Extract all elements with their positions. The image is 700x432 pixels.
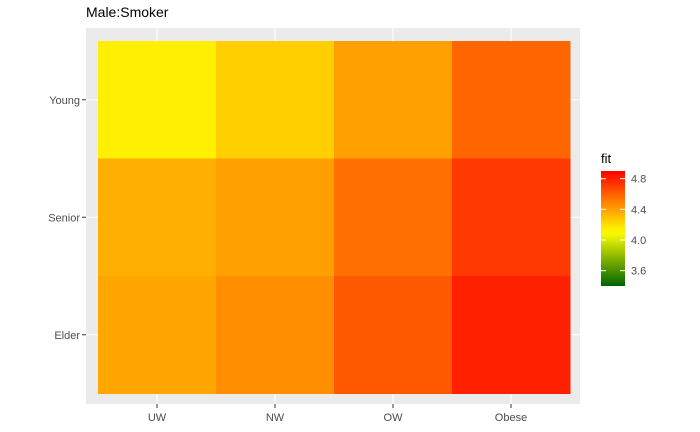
legend-tick-label: 4.8 — [631, 174, 646, 186]
heatmap-cell — [334, 276, 453, 394]
y-axis: Young Senior Elder — [48, 95, 86, 342]
heatmap-cell — [452, 276, 571, 394]
heatmap-cell — [98, 158, 217, 277]
heatmap-cell — [334, 158, 453, 277]
legend-tick-label: 4.4 — [631, 204, 646, 216]
x-tick-label: OW — [384, 412, 404, 424]
heatmap-cell — [98, 276, 217, 394]
x-tick-label: Obese — [495, 412, 527, 424]
x-tick-label: UW — [148, 412, 167, 424]
x-tick-label: NW — [266, 412, 285, 424]
heatmap-cell — [216, 276, 335, 394]
heatmap-cell — [334, 41, 453, 159]
heatmap-cell — [98, 41, 217, 159]
legend: fit 3.6 4.0 4.4 4.8 — [601, 151, 646, 286]
chart-title: Male:Smoker — [86, 4, 169, 20]
heatmap-cells — [98, 41, 571, 394]
legend-title: fit — [601, 151, 612, 166]
y-tick-label: Senior — [48, 212, 80, 224]
heatmap-cell — [216, 158, 335, 277]
heatmap-cell — [216, 41, 335, 159]
heatmap-cell — [452, 41, 571, 159]
legend-tick-label: 4.0 — [631, 235, 646, 247]
legend-colorbar — [601, 171, 625, 286]
heatmap-cell — [452, 158, 571, 277]
x-axis: UW NW OW Obese — [148, 404, 527, 424]
y-tick-label: Elder — [54, 330, 80, 342]
legend-tick-label: 3.6 — [631, 266, 646, 278]
y-tick-label: Young — [49, 95, 80, 107]
